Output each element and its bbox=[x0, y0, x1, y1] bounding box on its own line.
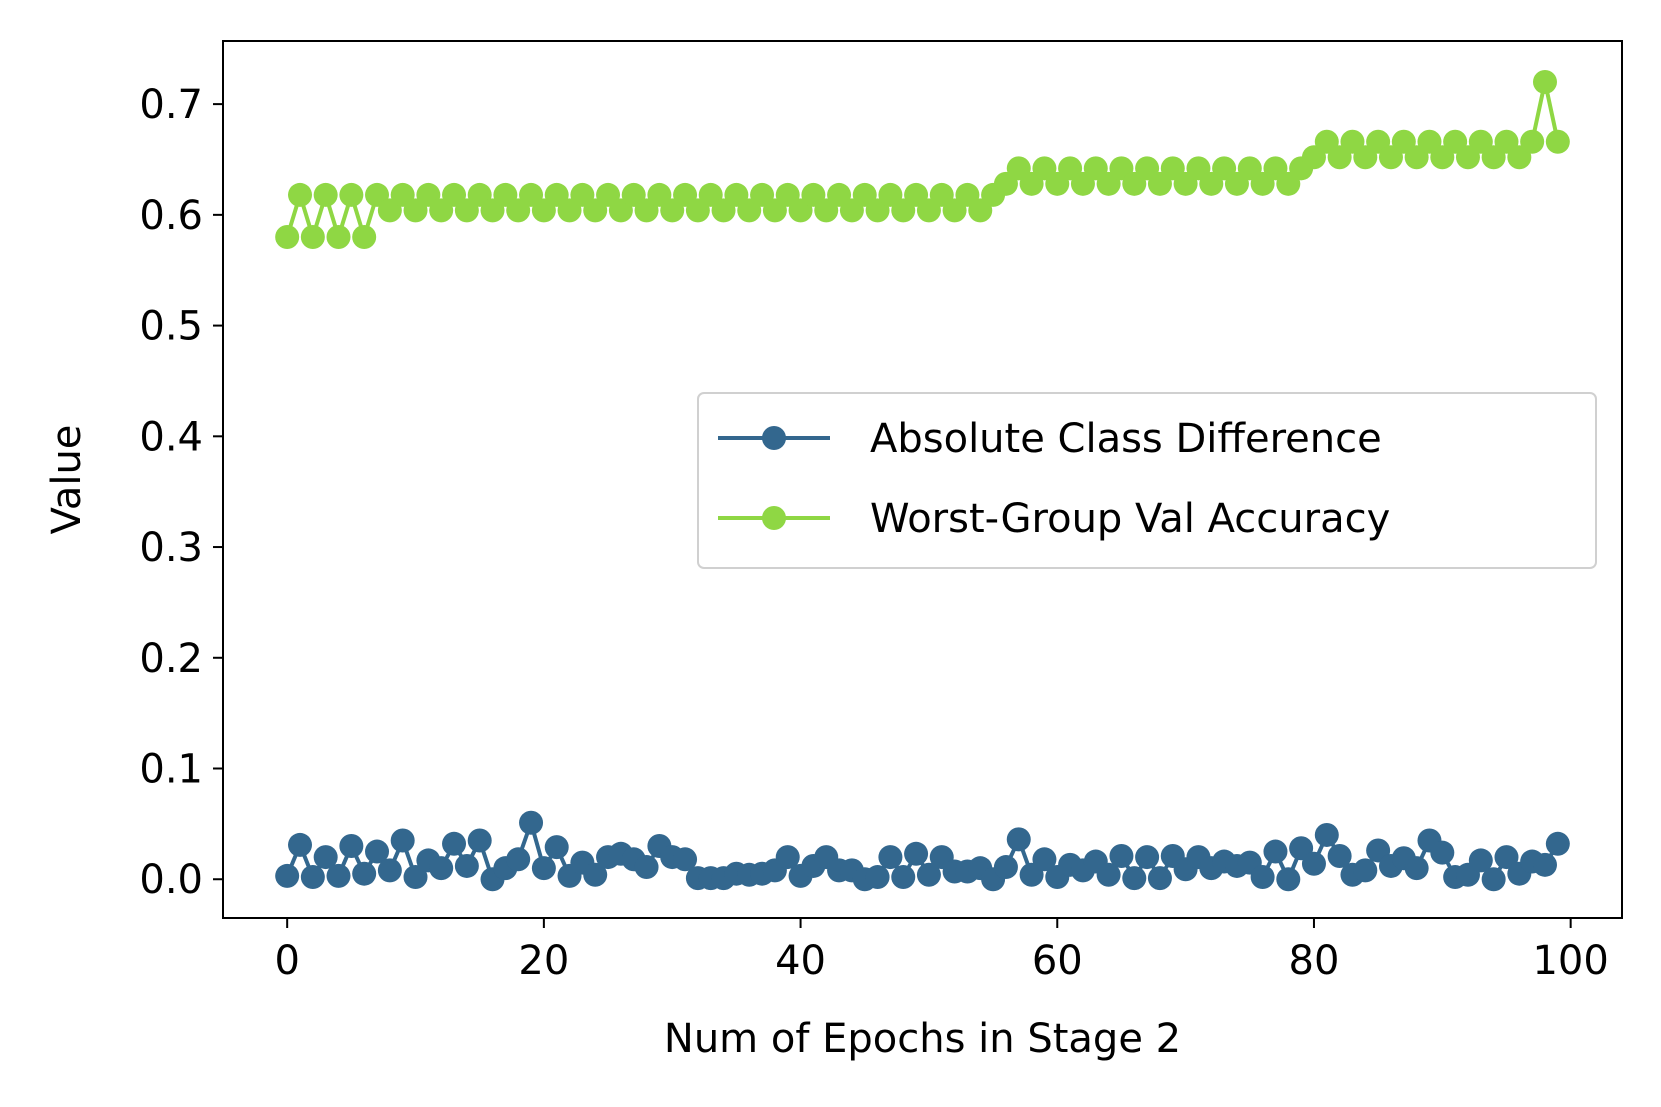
data-point bbox=[377, 858, 402, 883]
y-tick-label: 0.7 bbox=[139, 82, 203, 128]
legend-item: Worst-Group Val Accuracy bbox=[718, 496, 1390, 542]
data-point bbox=[506, 847, 531, 872]
data-point bbox=[326, 863, 351, 888]
y-tick-label: 0.3 bbox=[139, 525, 203, 571]
legend-item: Absolute Class Difference bbox=[718, 416, 1382, 462]
data-point bbox=[519, 810, 544, 835]
data-point bbox=[1481, 867, 1506, 892]
tick-layer: 0 20 40 60 80 100 0.0 0.1 0.2 0.3 0.4 0.5 0.6 0.7 bbox=[139, 82, 1608, 984]
data-point bbox=[442, 831, 467, 856]
data-point bbox=[1301, 851, 1326, 876]
data-point bbox=[1353, 858, 1378, 883]
series-0 bbox=[275, 810, 1570, 892]
data-point bbox=[583, 862, 608, 887]
data-point bbox=[365, 839, 390, 864]
data-point bbox=[1532, 852, 1557, 877]
data-point bbox=[1468, 848, 1493, 873]
data-point bbox=[673, 847, 698, 872]
legend-label: Absolute Class Difference bbox=[870, 416, 1382, 462]
data-point bbox=[544, 835, 569, 860]
data-point bbox=[1532, 69, 1557, 94]
axes-frame bbox=[222, 40, 1623, 919]
data-point bbox=[1250, 865, 1275, 890]
data-point bbox=[352, 861, 377, 886]
x-tick-label: 80 bbox=[1289, 938, 1340, 984]
data-point bbox=[775, 845, 800, 870]
data-point bbox=[403, 865, 428, 890]
data-point bbox=[288, 182, 313, 207]
data-point bbox=[1430, 840, 1455, 865]
data-point bbox=[891, 865, 916, 890]
data-point bbox=[1032, 847, 1057, 872]
data-point bbox=[878, 845, 903, 870]
data-point bbox=[916, 862, 941, 887]
data-point bbox=[865, 865, 890, 890]
x-tick-label: 0 bbox=[274, 938, 299, 984]
data-point bbox=[300, 225, 325, 249]
x-tick-label: 100 bbox=[1532, 938, 1608, 984]
x-tick-label: 20 bbox=[518, 938, 569, 984]
y-tick-label: 0.0 bbox=[139, 857, 203, 903]
data-point bbox=[1147, 866, 1172, 891]
legend: Absolute Class Difference Worst-Group Val… bbox=[697, 392, 1597, 569]
y-tick-label: 0.5 bbox=[139, 304, 203, 350]
data-point bbox=[300, 865, 325, 890]
legend-box bbox=[697, 392, 1597, 569]
data-point bbox=[531, 856, 556, 881]
data-point bbox=[1109, 843, 1134, 868]
y-tick-label: 0.4 bbox=[139, 414, 203, 460]
data-point bbox=[1096, 862, 1121, 887]
y-axis-label: Value bbox=[44, 425, 90, 535]
data-point bbox=[326, 225, 351, 249]
data-point bbox=[1327, 843, 1352, 868]
data-point bbox=[1135, 845, 1160, 870]
data-point bbox=[1494, 845, 1519, 870]
data-point bbox=[339, 834, 364, 859]
y-tick-label: 0.1 bbox=[139, 747, 203, 793]
data-point bbox=[1122, 866, 1147, 891]
data-point bbox=[993, 855, 1018, 880]
series-1 bbox=[275, 69, 1570, 249]
data-point bbox=[313, 845, 338, 870]
x-axis-label: Num of Epochs in Stage 2 bbox=[664, 1016, 1181, 1062]
data-point bbox=[1520, 129, 1545, 154]
data-point bbox=[1545, 129, 1570, 154]
data-point bbox=[429, 856, 454, 881]
data-point bbox=[390, 828, 415, 853]
data-point bbox=[288, 832, 313, 857]
data-point bbox=[352, 225, 377, 249]
data-point bbox=[275, 863, 300, 888]
x-tick-label: 40 bbox=[775, 938, 826, 984]
legend-marker bbox=[762, 506, 786, 530]
data-point bbox=[1314, 822, 1339, 847]
data-point bbox=[1404, 856, 1429, 881]
data-point bbox=[1006, 827, 1031, 852]
x-tick-label: 60 bbox=[1032, 938, 1083, 984]
y-tick-label: 0.2 bbox=[139, 636, 203, 682]
data-point bbox=[467, 828, 492, 853]
data-point bbox=[313, 182, 338, 207]
legend-label: Worst-Group Val Accuracy bbox=[870, 496, 1390, 542]
data-point bbox=[275, 225, 300, 249]
data-point bbox=[1276, 867, 1301, 892]
data-point bbox=[1263, 839, 1288, 864]
legend-marker bbox=[762, 426, 786, 450]
data-point bbox=[904, 841, 929, 866]
data-point bbox=[634, 855, 659, 880]
y-tick-label: 0.6 bbox=[139, 193, 203, 239]
data-point bbox=[1545, 831, 1570, 856]
data-point bbox=[454, 853, 479, 878]
data-point bbox=[339, 182, 364, 207]
series-layer bbox=[275, 69, 1570, 892]
